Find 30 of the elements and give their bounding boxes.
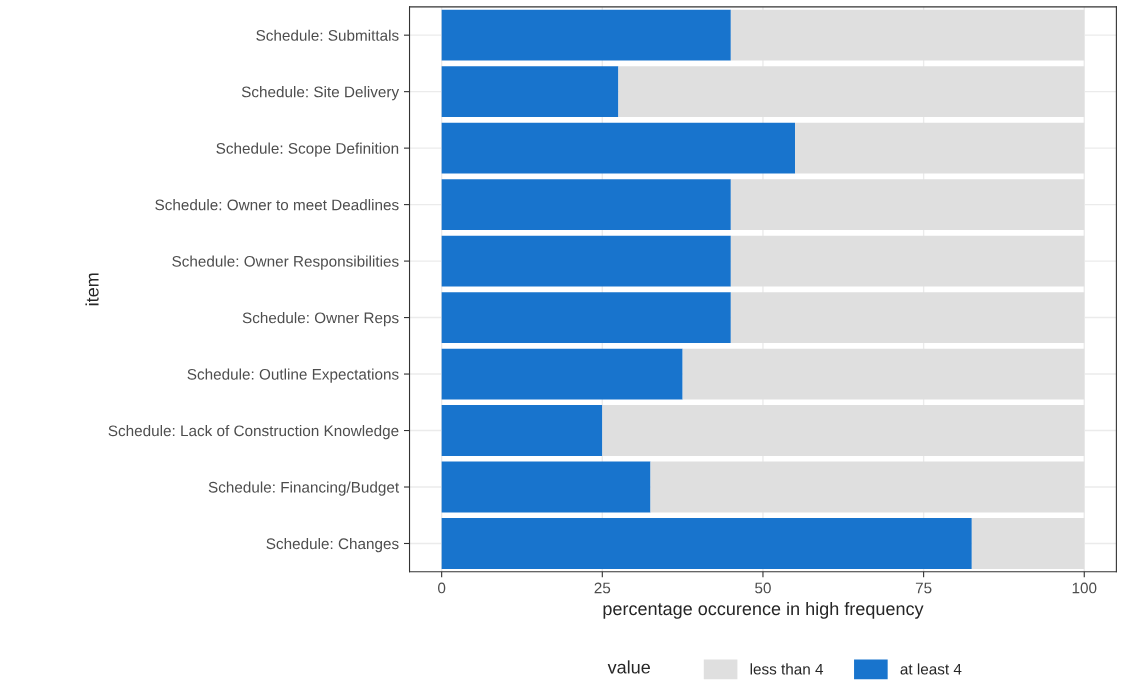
legend-label: at least 4 <box>900 663 962 675</box>
y-axis-title: item <box>85 273 99 306</box>
bar <box>441 122 796 174</box>
bar <box>441 405 603 456</box>
x-axis-title: percentage occurence in high frequency <box>603 601 924 619</box>
y-tick-label: Schedule: Scope Definition <box>216 142 399 157</box>
y-tick-label: Schedule: Financing/Budget <box>208 481 400 496</box>
y-tick-label: Schedule: Owner to meet Deadlines <box>155 199 399 211</box>
y-tick-label: Schedule: Site Delivery <box>241 86 400 101</box>
bar <box>441 348 683 400</box>
legend-label: less than 4 <box>750 663 824 675</box>
y-tick-label: Schedule: Submittals <box>256 29 399 41</box>
bar <box>441 518 972 569</box>
x-tick-label: 100 <box>1072 582 1097 594</box>
bar <box>441 179 731 231</box>
bar <box>441 66 619 118</box>
bar <box>441 235 731 287</box>
y-tick-label: Schedule: Owner Responsibilities <box>172 255 399 270</box>
x-tick-label: 0 <box>438 582 446 594</box>
y-tick-label: Schedule: Changes <box>266 537 399 553</box>
y-tick-label: Schedule: Outline Expectations <box>187 368 399 383</box>
y-tick-label: Schedule: Owner Reps <box>242 312 399 327</box>
bar <box>441 461 651 513</box>
legend-title: value <box>607 660 650 674</box>
x-tick-label: 75 <box>915 582 932 594</box>
y-tick-label: Schedule: Lack of Construction Knowledge <box>108 424 399 440</box>
x-tick-label: 50 <box>755 582 771 594</box>
x-tick-label: 25 <box>594 582 611 594</box>
bar <box>441 9 731 61</box>
bar <box>441 292 731 343</box>
